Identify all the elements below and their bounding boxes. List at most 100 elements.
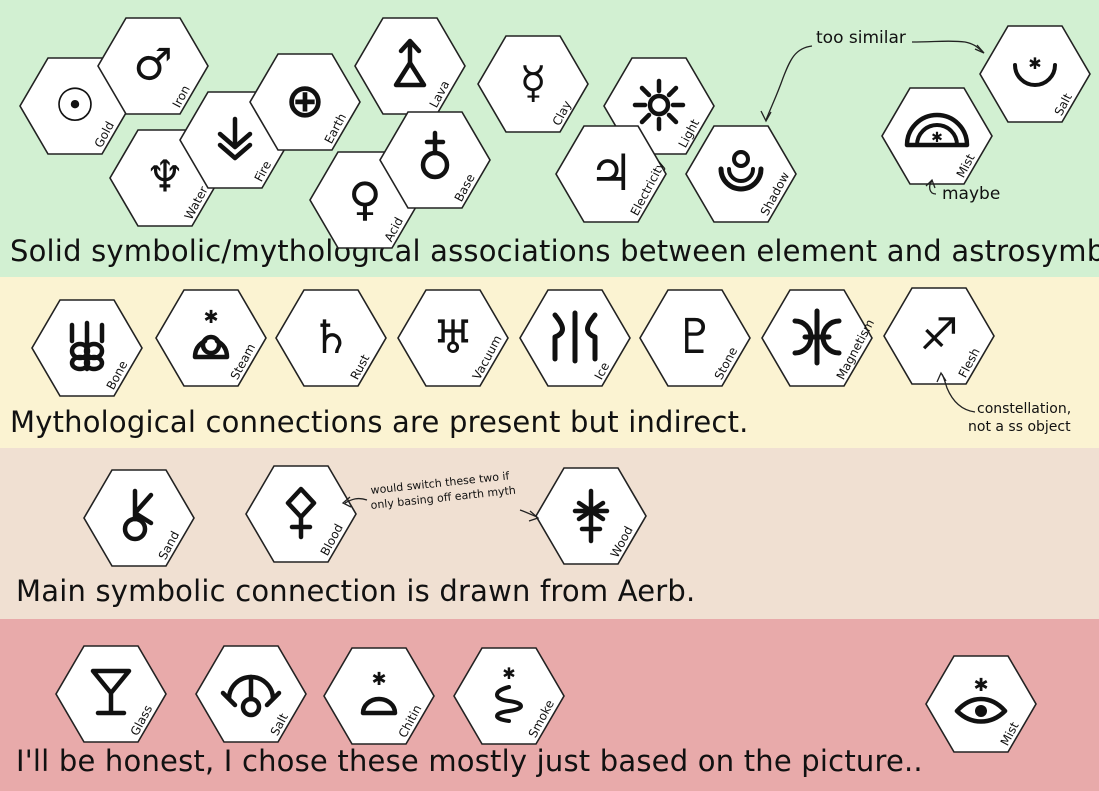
hexagon-shape: ☉ — [19, 57, 131, 155]
sun-symbol-icon: ☉ — [54, 78, 95, 132]
hexagon-shape: ♇ — [639, 289, 751, 387]
salt-arc-symbol-icon — [220, 674, 282, 718]
symbol-hex-base: Base — [379, 111, 491, 209]
symbol-hex-rust: ♄ Rust — [275, 289, 387, 387]
mist-arc-symbol-icon: ✱ — [904, 112, 970, 148]
svg-text:♅: ♅ — [432, 310, 473, 364]
pluto-symbol-icon: ♇ — [673, 309, 716, 365]
blood-diamond-symbol-icon — [285, 486, 317, 540]
note-constellation-line1: constellation, — [977, 401, 1072, 417]
mercury-symbol-icon: ☿ — [519, 58, 546, 109]
svg-text:⊕: ⊕ — [285, 73, 325, 129]
svg-text:♇: ♇ — [673, 309, 716, 365]
note-too-similar: too similar — [816, 28, 906, 48]
sand-key-symbol-icon — [122, 488, 154, 542]
shadow-symbol-icon — [718, 150, 764, 192]
hexagon-shape — [55, 645, 167, 743]
ice-symbol-icon — [552, 310, 598, 364]
fire-chevron-symbol-icon — [217, 116, 253, 161]
symbol-hex-iron: ♂ Iron — [97, 17, 209, 115]
hexagon-shape — [761, 289, 873, 387]
symbol-hex-magnetism: Magnetism — [761, 289, 877, 387]
symbol-hex-clay: ☿ Clay — [477, 35, 589, 133]
symbol-hex-mist1: ✱ Mist — [881, 87, 993, 185]
hexagon-shape: ✱ — [453, 647, 565, 745]
svg-text:♂: ♂ — [133, 40, 172, 91]
symbol-hex-smoke: ✱ Smoke — [453, 647, 565, 745]
svg-text:✱: ✱ — [1028, 54, 1041, 73]
svg-text:♐: ♐ — [919, 310, 958, 361]
base-symbol-icon — [420, 130, 450, 180]
svg-text:♃: ♃ — [589, 144, 634, 202]
venus-symbol-icon: ♀ — [348, 172, 382, 226]
svg-text:♆: ♆ — [145, 152, 184, 203]
hexagon-shape — [379, 111, 491, 209]
symbol-hex-bone: Bone — [31, 299, 143, 397]
wood-asterisk-symbol-icon — [572, 488, 610, 544]
symbol-hex-vacuum: ♅ Vacuum — [397, 289, 509, 387]
symbol-hex-shadow: Shadow — [685, 125, 797, 223]
hexagon-shape — [83, 469, 195, 567]
hexagon-shape: ✱ — [323, 647, 435, 745]
symbol-hex-sand: Sand — [83, 469, 195, 567]
hexagon-shape: ⊕ — [249, 53, 361, 151]
uranus-symbol-icon: ♅ — [432, 310, 473, 364]
hexagon-shape — [245, 465, 357, 563]
symbol-hex-stone: ♇ Stone — [639, 289, 751, 387]
hexagon-shape: ♄ — [275, 289, 387, 387]
saturn-symbol-icon: ♄ — [310, 310, 351, 364]
light-sun-symbol-icon — [632, 78, 686, 132]
hexagon-shape: ✱ — [925, 655, 1037, 753]
steam-symbol-icon: ✱ — [192, 307, 230, 360]
svg-text:☉: ☉ — [54, 78, 95, 132]
hexagon-shape — [685, 125, 797, 223]
symbol-hex-glass: Glass — [55, 645, 167, 743]
symbol-hex-ice: Ice — [519, 289, 631, 387]
symbol-hex-salt2: Salt — [195, 645, 307, 743]
symbol-hex-steam: ✱ Steam — [155, 289, 267, 387]
mars-symbol-icon: ♂ — [133, 40, 172, 91]
mist-eye-symbol-icon: ✱ — [954, 675, 1008, 724]
hexagon-shape: ♐ — [883, 287, 995, 385]
svg-text:✱: ✱ — [931, 130, 943, 146]
lava-triangle-symbol-icon — [393, 38, 427, 88]
svg-text:✱: ✱ — [203, 307, 218, 328]
svg-text:✱: ✱ — [973, 675, 988, 696]
section-caption-solid: Solid symbolic/mythological associations… — [10, 234, 1099, 268]
magnetism-symbol-icon — [792, 308, 842, 366]
svg-text:✱: ✱ — [371, 669, 386, 690]
svg-text:☿: ☿ — [519, 58, 546, 109]
sagittarius-symbol-icon: ♐ — [919, 310, 958, 361]
symbol-hex-gold: ☉ Gold — [19, 57, 131, 155]
neptune-symbol-icon: ♆ — [145, 152, 184, 203]
earth-symbol-icon: ⊕ — [285, 73, 325, 129]
section-caption-aerb: Main symbolic connection is drawn from A… — [16, 574, 696, 608]
chitin-symbol-icon: ✱ — [360, 669, 398, 716]
symbol-hex-salt1: ✱ Salt — [979, 25, 1091, 123]
symbol-hex-blood: Blood — [245, 465, 357, 563]
section-caption-picture: I'll be honest, I chose these mostly jus… — [16, 744, 923, 778]
smoke-symbol-icon: ✱ — [495, 664, 523, 723]
hexagon-shape — [31, 299, 143, 397]
section-caption-indirect: Mythological connections are present but… — [10, 405, 749, 439]
hexagon-shape: ♃ — [555, 125, 667, 223]
svg-text:♄: ♄ — [310, 310, 351, 364]
note-maybe: maybe — [942, 184, 1001, 204]
hexagon-shape: ✱ — [979, 25, 1091, 123]
salt-crescent-symbol-icon: ✱ — [1013, 54, 1057, 87]
svg-text:♀: ♀ — [348, 172, 382, 226]
hexagon-shape: ♅ — [397, 289, 509, 387]
symbol-hex-chitin: ✱ Chitin — [323, 647, 435, 745]
hexagon-shape: ✱ — [881, 87, 993, 185]
hexagon-shape — [519, 289, 631, 387]
note-constellation-line2: not a ss object — [968, 419, 1071, 435]
svg-text:✱: ✱ — [502, 664, 515, 683]
glass-goblet-symbol-icon — [90, 668, 132, 716]
symbol-hex-earth: ⊕ Earth — [249, 53, 361, 151]
hexagon-shape: ☿ — [477, 35, 589, 133]
hexagon-shape — [195, 645, 307, 743]
hexagon-shape: ♂ — [97, 17, 209, 115]
symbol-hex-mist2: ✱ Mist — [925, 655, 1037, 753]
hexagon-shape: ✱ — [155, 289, 267, 387]
